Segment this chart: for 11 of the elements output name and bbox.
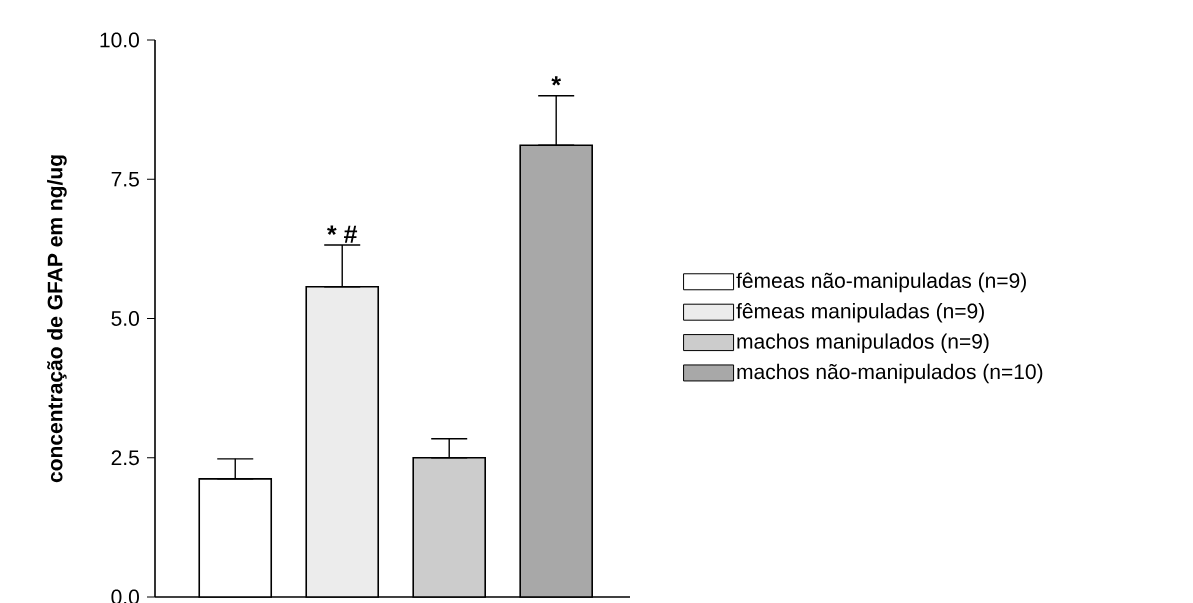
y-tick-label: 7.5: [111, 171, 139, 187]
legend-label: machos não-manipulados (n=10): [737, 363, 1043, 384]
legend-label: fêmeas não-manipuladas (n=9): [736, 272, 1026, 293]
annotation: * #: [327, 225, 358, 243]
legend-label: machos manipulados (n=9): [737, 333, 989, 353]
annotation: *: [551, 76, 562, 86]
y-tick-label: 2.5: [111, 450, 139, 466]
y-axis-title: concentração de GFAP em ng/ug: [47, 155, 67, 483]
y-tick-label: 5.0: [111, 311, 139, 326]
legend-label: fêmeas manipuladas (n=9): [736, 302, 984, 323]
y-tick-label: 10.0: [100, 32, 139, 48]
